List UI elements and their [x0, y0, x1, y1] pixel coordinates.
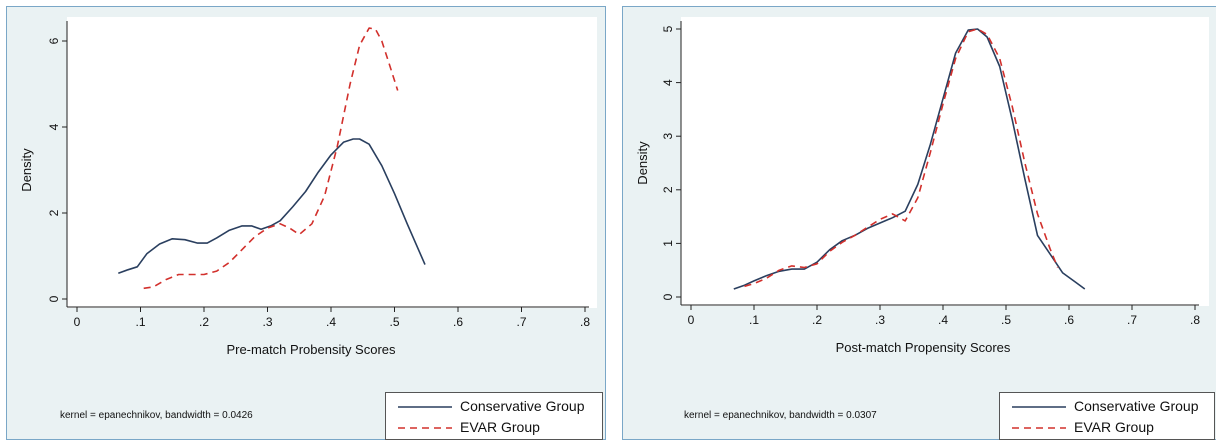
legend: Conservative Group EVAR Group [385, 392, 603, 440]
y-tick-label: 4 [661, 79, 675, 86]
y-tick-label: 1 [661, 240, 675, 247]
x-tick-label: .8 [1190, 313, 1200, 327]
x-tick-label: .6 [453, 315, 463, 329]
x-tick-label: .4 [938, 313, 948, 327]
x-tick-label: .2 [812, 313, 822, 327]
legend-swatch-conservative [1012, 406, 1066, 408]
x-tick-label: .1 [749, 313, 759, 327]
chart-panel-post-match: 0 .1 .2 .3 .4 .5 .6 .7 .8 0 1 2 3 4 5 Post-match Propen… [622, 6, 1216, 440]
legend-item-conservative: Conservative Group [1000, 397, 1214, 417]
legend-label-conservative: Conservative Group [1074, 398, 1199, 414]
plot-area [67, 17, 597, 308]
y-tick-label: 2 [47, 209, 61, 216]
x-tick-label: .1 [135, 315, 145, 329]
y-tick-label: 3 [661, 133, 675, 140]
post-match-density-chart: 0 .1 .2 .3 .4 .5 .6 .7 .8 0 1 2 3 4 5 Post-match Propen… [635, 17, 1209, 355]
chart-panel-pre-match: 0 .1 .2 .3 .4 .5 .6 .7 .8 0 2 4 6 Pre-match Probensit… [6, 6, 606, 440]
x-axis-label: Post-match Propensity Scores [836, 340, 1011, 355]
legend-swatch-evar [398, 427, 452, 429]
y-tick-label: 0 [47, 295, 61, 302]
pre-match-density-chart: 0 .1 .2 .3 .4 .5 .6 .7 .8 0 2 4 6 Pre-match Probensit… [19, 17, 597, 357]
y-tick-label: 0 [661, 293, 675, 300]
legend-item-conservative: Conservative Group [386, 397, 602, 417]
y-axis-label: Density [635, 141, 650, 185]
x-tick-label: .3 [262, 315, 272, 329]
x-tick-label: .6 [1064, 313, 1074, 327]
kernel-note: kernel = epanechnikov, bandwidth = 0.042… [60, 410, 253, 421]
legend-label-evar: EVAR Group [1074, 419, 1154, 435]
legend-item-evar: EVAR Group [1000, 418, 1214, 438]
x-tick-label: .8 [580, 315, 590, 329]
y-tick-label: 5 [661, 25, 675, 32]
x-tick-label: .7 [516, 315, 526, 329]
series-line-evar [143, 27, 399, 290]
legend-label-conservative: Conservative Group [460, 398, 585, 414]
y-tick-label: 6 [47, 37, 61, 44]
x-tick-label: .5 [389, 315, 399, 329]
y-axis-label: Density [19, 148, 34, 192]
plot-area [681, 17, 1209, 306]
legend-swatch-conservative [398, 406, 452, 408]
x-tick-label: .5 [1001, 313, 1011, 327]
x-tick-label: 0 [74, 315, 81, 329]
legend: Conservative Group EVAR Group [999, 392, 1215, 440]
series-line-conservative [118, 138, 426, 274]
kernel-note: kernel = epanechnikov, bandwidth = 0.030… [684, 410, 877, 421]
legend-swatch-evar [1012, 427, 1066, 429]
series-line-evar [744, 28, 1059, 288]
y-tick-label: 4 [47, 123, 61, 130]
x-tick-label: .7 [1127, 313, 1137, 327]
x-tick-label: .2 [199, 315, 209, 329]
series-line-conservative [733, 28, 1086, 290]
legend-label-evar: EVAR Group [460, 419, 540, 435]
y-tick-label: 2 [661, 186, 675, 193]
x-axis-label: Pre-match Probensity Scores [226, 342, 396, 357]
x-tick-label: 0 [688, 313, 695, 327]
x-tick-label: .4 [326, 315, 336, 329]
x-tick-label: .3 [875, 313, 885, 327]
legend-item-evar: EVAR Group [386, 418, 602, 438]
